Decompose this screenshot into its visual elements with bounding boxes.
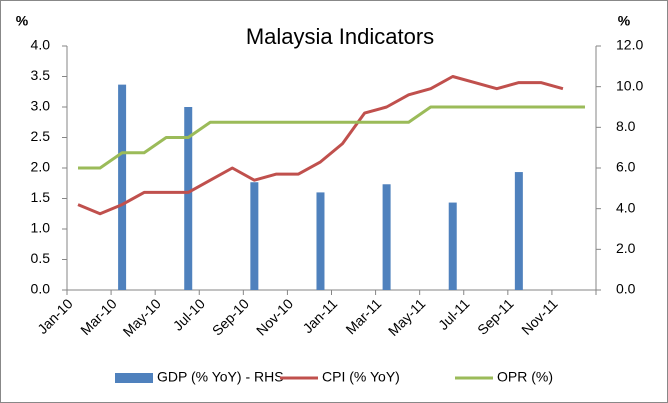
y-tick-label: 1.5 <box>31 189 51 205</box>
y2-tick-label: 4.0 <box>616 199 636 215</box>
y-tick-label: 2.0 <box>31 159 51 175</box>
y2-tick-label: 8.0 <box>616 118 636 134</box>
y-tick-label: 4.0 <box>31 37 51 53</box>
y2-tick-label: 12.0 <box>616 37 643 53</box>
y2-unit-label: % <box>618 13 631 29</box>
y-unit-label: % <box>16 13 29 29</box>
y-tick-label: 1.0 <box>31 220 51 236</box>
line <box>78 105 585 170</box>
line <box>77 75 564 216</box>
y-tick-label: 2.5 <box>31 128 51 144</box>
bar <box>184 107 193 290</box>
legend-label: OPR (%) <box>497 369 553 385</box>
bar <box>382 184 391 290</box>
bar <box>514 172 523 290</box>
legend-swatch <box>115 373 153 383</box>
legend-label: CPI (% YoY) <box>322 369 400 385</box>
y-tick-label: 3.0 <box>31 98 51 114</box>
chart-title: Malaysia Indicators <box>246 24 434 49</box>
y-tick-label: 0.5 <box>31 250 51 266</box>
legend-label: GDP (% YoY) - RHS <box>157 369 284 385</box>
y2-tick-label: 6.0 <box>616 159 636 175</box>
bar <box>448 202 457 290</box>
bar <box>250 182 259 290</box>
y2-tick-label: 2.0 <box>616 240 636 256</box>
y-tick-label: 3.5 <box>31 67 51 83</box>
y2-tick-label: 10.0 <box>616 77 643 93</box>
bar <box>316 192 325 290</box>
bar <box>118 84 127 290</box>
y2-tick-label: 0.0 <box>616 281 636 297</box>
y-tick-label: 0.0 <box>31 281 51 297</box>
